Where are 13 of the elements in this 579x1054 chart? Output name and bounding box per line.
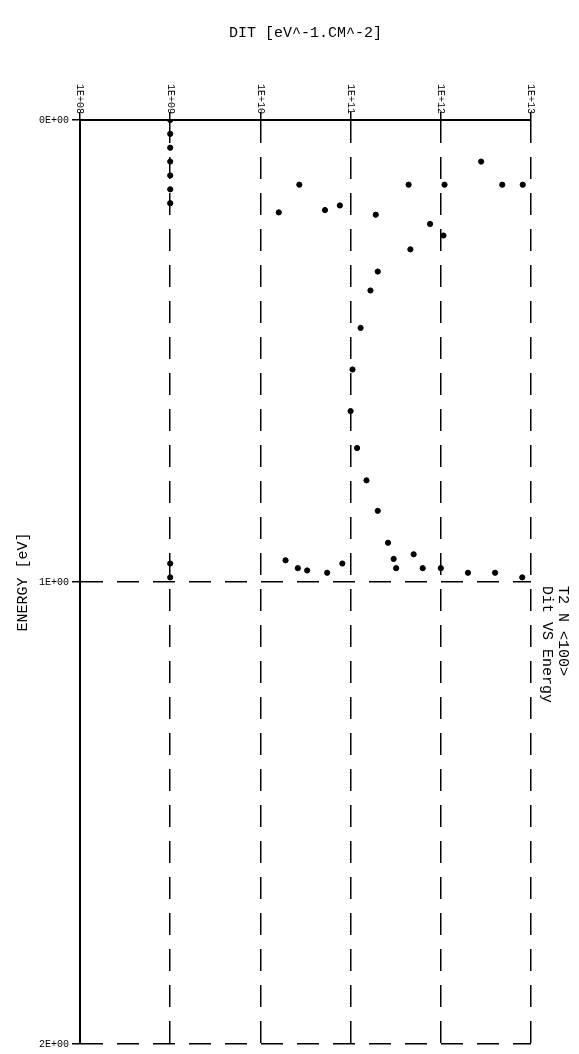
- x-tick-label: 1E+08: [74, 83, 86, 114]
- x-tick-label: 1E+11: [344, 83, 356, 114]
- y-tick-label: 2E+00: [38, 1038, 69, 1050]
- x-tick-label: 1E+09: [164, 83, 176, 114]
- x-tick-label: 1E+13: [525, 83, 537, 114]
- x-tick-label: 1E+12: [435, 83, 447, 114]
- text: T2 N <100>: [554, 586, 571, 677]
- y-tick-label: 1E+00: [38, 576, 69, 588]
- x-tick-label: 1E+10: [254, 83, 266, 114]
- y-axis-title: ENERGY [eV]: [14, 532, 32, 632]
- text: Dit VS Energy: [538, 586, 555, 704]
- y-tick-label: 0E+00: [38, 114, 69, 126]
- x-axis-title: DIT [eV^-1.CM^-2]: [228, 24, 383, 42]
